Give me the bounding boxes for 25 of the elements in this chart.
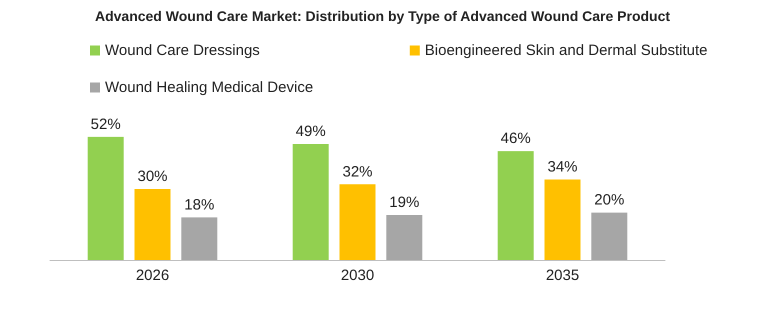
data-label: 32% [342,163,373,180]
legend-label: Bioengineered Skin and Dermal Substitute [424,42,708,59]
bar [292,144,329,260]
x-tick-label: 2026 [136,267,170,284]
bar [181,217,218,260]
data-label: 30% [137,168,168,185]
x-tick-label: 2035 [546,267,580,284]
data-label: 19% [389,194,420,212]
bar [340,184,376,260]
data-label: 20% [594,192,624,209]
data-label: 46% [500,130,531,148]
bar [591,212,628,260]
data-label: 49% [296,123,326,140]
bar [88,136,124,260]
data-label: 34% [547,158,578,176]
x-tick-label: 2030 [340,267,374,284]
chart-title: Advanced Wound Care Market: Distribution by Type of Advanced Wound Care Product [94,8,670,24]
legend-label: Wound Healing Medical Device [105,79,314,96]
bar [498,151,534,260]
legend-label: Wound Care Dressings [105,42,260,59]
bar [386,215,422,260]
data-label: 52% [90,116,121,133]
data-label: 18% [184,196,214,214]
bar [134,189,170,260]
bar [544,180,580,260]
